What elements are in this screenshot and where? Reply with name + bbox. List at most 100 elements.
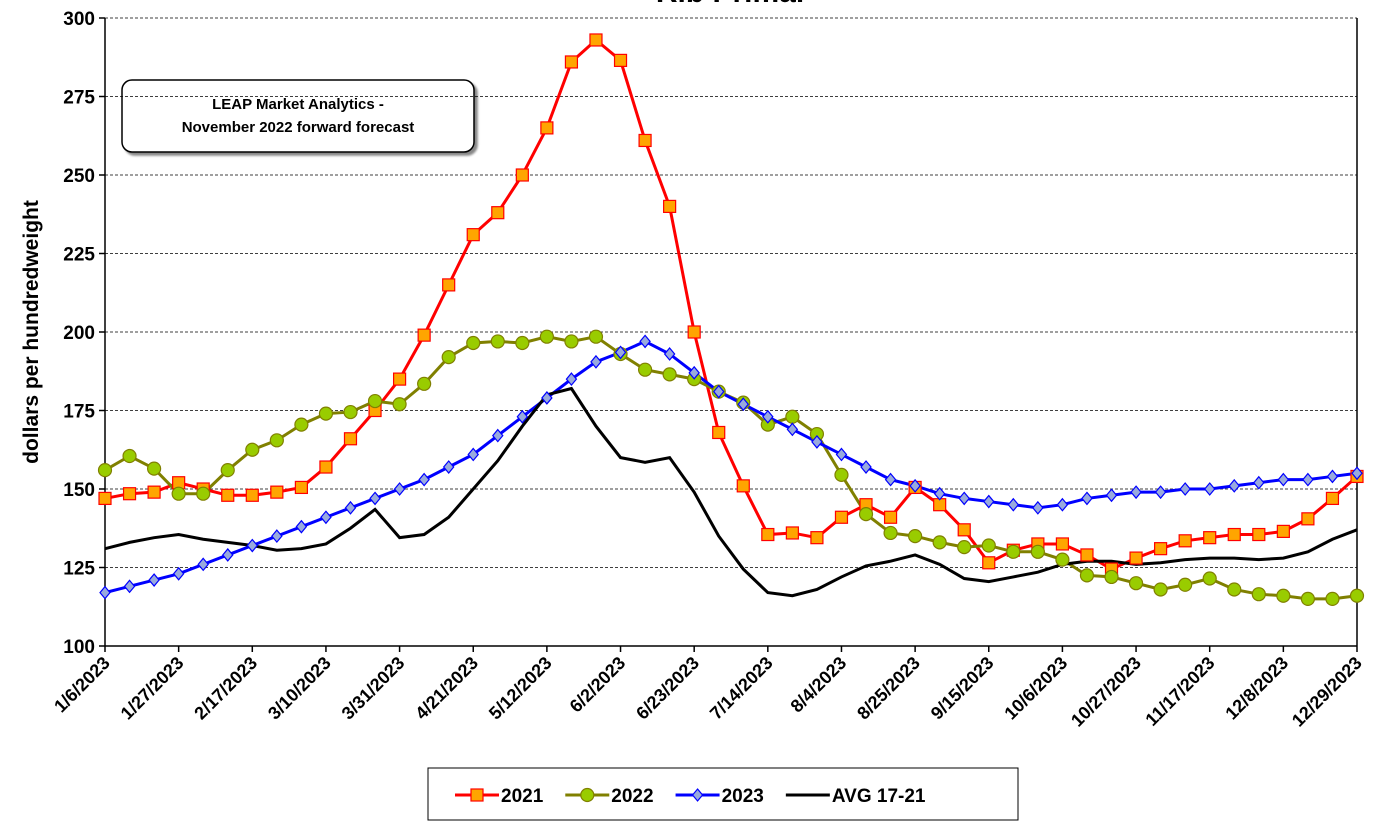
data-point <box>246 538 259 553</box>
data-point <box>343 432 358 446</box>
series-line <box>104 339 1358 595</box>
data-point <box>220 463 235 478</box>
data-point <box>908 528 923 544</box>
data-point <box>1032 500 1044 515</box>
legend-item: 2021 <box>455 786 544 807</box>
data-point <box>932 535 947 550</box>
x-tick-label: 3/10/2023 <box>264 653 335 724</box>
data-point <box>712 425 726 440</box>
data-point <box>589 33 603 47</box>
data-point <box>835 447 848 462</box>
data-point <box>1130 485 1142 500</box>
series-line <box>104 335 1358 601</box>
data-point <box>1227 527 1241 542</box>
data-point <box>1203 531 1217 545</box>
x-tick-label: 5/12/2023 <box>485 653 556 724</box>
data-point <box>786 422 799 437</box>
legend-marker <box>580 787 595 803</box>
y-tick-label: 200 <box>63 323 95 344</box>
legend-item: 2022 <box>565 786 654 807</box>
data-point <box>146 461 162 476</box>
data-point <box>393 482 406 496</box>
data-point <box>858 507 874 522</box>
data-point <box>1203 482 1216 496</box>
data-point <box>982 556 996 570</box>
data-point <box>1349 588 1365 603</box>
data-point <box>1104 569 1119 585</box>
data-point <box>810 531 824 545</box>
data-point <box>1253 475 1265 490</box>
chart-title: Rib Primal <box>656 0 804 9</box>
x-tick-label: 10/27/2023 <box>1067 653 1145 731</box>
data-point <box>1030 544 1045 559</box>
data-point <box>442 278 456 292</box>
data-point <box>811 434 823 449</box>
data-point <box>417 328 431 342</box>
data-point <box>344 500 357 515</box>
data-point <box>490 334 505 349</box>
data-point <box>834 467 849 482</box>
data-point <box>1325 491 1340 506</box>
data-point <box>1301 512 1315 526</box>
data-point <box>1202 571 1217 586</box>
data-point <box>883 510 898 524</box>
annotation: November 2022 forward forecast <box>182 119 415 136</box>
data-point <box>736 479 750 493</box>
data-point <box>933 486 946 501</box>
data-point <box>343 404 358 420</box>
data-point <box>442 460 455 474</box>
y-tick-label: 150 <box>63 480 95 501</box>
data-point <box>1276 588 1291 603</box>
y-tick-label: 300 <box>63 9 95 30</box>
data-point <box>860 460 872 474</box>
x-tick-label: 6/23/2023 <box>632 653 703 724</box>
data-point <box>785 526 799 540</box>
data-point <box>1178 534 1192 548</box>
data-point <box>1154 485 1167 500</box>
data-point <box>1326 469 1339 484</box>
data-point <box>122 487 137 501</box>
data-point <box>1228 478 1241 493</box>
data-point <box>270 485 284 499</box>
data-point <box>294 417 309 432</box>
data-point <box>245 488 259 502</box>
data-point <box>123 579 136 594</box>
data-point <box>737 397 750 412</box>
data-point <box>320 510 332 525</box>
legend-label: AVG 17-21 <box>832 786 926 807</box>
data-point <box>271 529 283 544</box>
data-point <box>540 121 554 135</box>
x-tick-label: 3/31/2023 <box>338 653 409 724</box>
data-point <box>392 397 407 412</box>
data-point <box>319 460 333 474</box>
x-tick-label: 6/2/2023 <box>566 653 630 717</box>
series-line <box>104 386 1358 598</box>
x-tick-label: 7/14/2023 <box>706 653 777 724</box>
data-point <box>539 329 554 344</box>
data-point <box>1129 551 1143 565</box>
data-point <box>761 527 775 542</box>
data-point <box>957 523 971 537</box>
data-point <box>663 347 676 361</box>
data-point <box>1252 527 1266 542</box>
data-point <box>958 491 970 506</box>
data-point <box>221 548 234 562</box>
data-point <box>687 325 701 339</box>
data-point <box>492 428 504 443</box>
data-point <box>367 393 383 409</box>
data-point <box>99 585 111 600</box>
data-point <box>97 463 113 478</box>
legend <box>427 767 1019 821</box>
data-point <box>785 409 800 424</box>
data-point <box>883 525 898 541</box>
y-tick-label: 250 <box>63 166 95 187</box>
data-point <box>565 372 578 387</box>
data-point <box>318 406 334 421</box>
data-point <box>1277 472 1290 487</box>
data-point <box>515 168 529 182</box>
data-point <box>1351 466 1363 481</box>
data-point <box>418 472 430 487</box>
data-point <box>638 133 652 148</box>
legend-marker <box>691 788 704 802</box>
